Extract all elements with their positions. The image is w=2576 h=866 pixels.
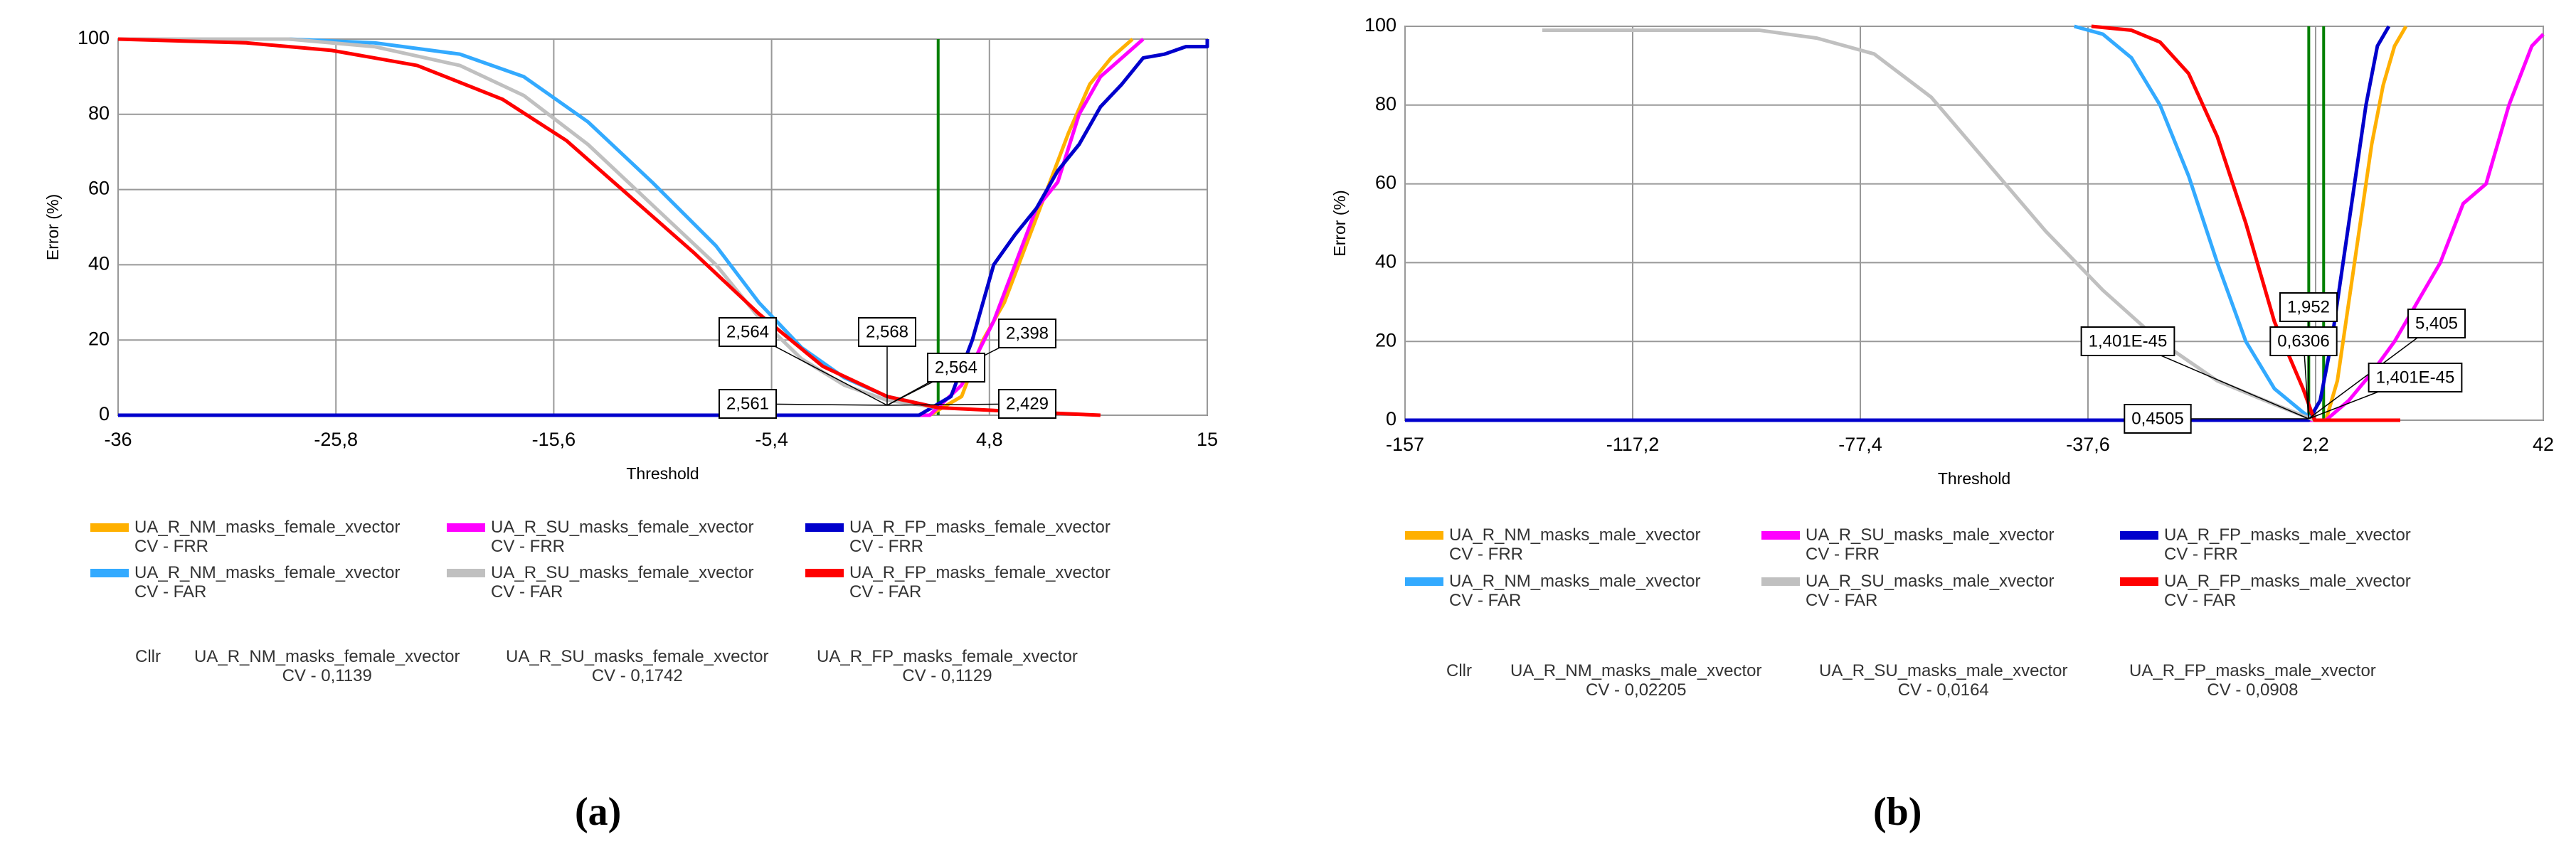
legend-label: UA_R_FP_masks_male_xvector CV - FRR: [2164, 525, 2411, 564]
y-tick-label: 60: [1375, 172, 1396, 193]
y-tick-label: 20: [1375, 329, 1396, 351]
annotation-label: 2,564: [726, 322, 769, 341]
x-tick-label: -157: [1386, 434, 1424, 455]
legend-swatch: [1761, 577, 1800, 586]
series-line: [1405, 25, 2408, 422]
annotation-label: 2,561: [726, 394, 769, 413]
legend-label: UA_R_NM_masks_female_xvector CV - FRR: [134, 518, 401, 556]
annotation-box: [997, 389, 1057, 419]
cllr-item: UA_R_FP_masks_male_xvector CV - 0,0908: [2129, 661, 2376, 700]
cllr-item: UA_R_NM_masks_female_xvector CV - 0,1139: [194, 647, 460, 685]
x-tick-label: -37,6: [2066, 434, 2110, 455]
y-tick-label: 0: [1386, 408, 1396, 429]
annotation-label: 2,564: [935, 358, 977, 377]
annotation-label: 2,568: [866, 322, 908, 341]
legend-swatch: [1761, 531, 1800, 540]
x-tick-label: -5,4: [755, 429, 788, 450]
legend-label: UA_R_SU_masks_male_xvector CV - FAR: [1806, 572, 2055, 610]
annotation-box: [857, 317, 917, 347]
y-axis-label: Error (%): [43, 194, 62, 260]
x-tick-label: 4,8: [976, 429, 1003, 450]
annotation-box: [718, 317, 778, 347]
y-tick-label: 80: [1375, 93, 1396, 114]
legend-swatch: [90, 523, 129, 532]
annotation-box: [2279, 292, 2338, 322]
panel-label: (b): [1873, 790, 1922, 834]
x-tick-label: -36: [104, 429, 132, 450]
series-line: [2074, 24, 2316, 422]
annotation-label: 1,401E-45: [2376, 368, 2455, 387]
series-line: [1405, 33, 2545, 422]
legend-swatch: [447, 523, 485, 532]
y-tick-label: 20: [88, 328, 110, 349]
y-tick-label: 100: [1364, 14, 1396, 36]
annotation-label: 1,401E-45: [2089, 331, 2168, 351]
cllr-item: UA_R_FP_masks_female_xvector CV - 0,1129: [817, 647, 1078, 685]
panel-label: (a): [575, 790, 622, 834]
legend-swatch: [90, 569, 129, 577]
cllr-item: UA_R_SU_masks_female_xvector CV - 0,1742: [506, 647, 769, 685]
y-tick-label: 40: [88, 253, 110, 274]
legend-label: UA_R_NM_masks_female_xvector CV - FAR: [134, 563, 401, 602]
legend-swatch: [2120, 531, 2158, 540]
series-line: [1542, 28, 2316, 422]
legend-label: UA_R_SU_masks_female_xvector CV - FAR: [491, 563, 754, 602]
cllr-item: UA_R_SU_masks_male_xvector CV - 0,0164: [1819, 661, 2068, 700]
plot-area: [1404, 26, 2544, 421]
legend-label: UA_R_FP_masks_female_xvector CV - FRR: [849, 518, 1111, 556]
x-tick-label: 42: [2533, 434, 2554, 455]
x-axis-label: Threshold: [626, 464, 699, 483]
annotation-box: [718, 389, 778, 419]
legend-label: UA_R_FP_masks_male_xvector CV - FAR: [2164, 572, 2411, 610]
y-tick-label: 80: [88, 102, 110, 124]
annotation-label: 0,6306: [2277, 331, 2329, 351]
annotation-label: 1,952: [2287, 297, 2330, 316]
legend-swatch: [2120, 577, 2158, 586]
cllr-label: Cllr: [135, 647, 161, 666]
x-tick-label: -117,2: [1606, 434, 1660, 455]
legend-label: UA_R_FP_masks_female_xvector CV - FAR: [849, 563, 1111, 602]
series-line: [118, 37, 939, 410]
x-tick-label: -77,4: [1838, 434, 1882, 455]
legend-swatch: [805, 523, 844, 532]
legend-label: UA_R_NM_masks_male_xvector CV - FAR: [1449, 572, 1701, 610]
x-tick-label: 2,2: [2302, 434, 2329, 455]
annotation-label: 0,4505: [2131, 409, 2183, 428]
legend-label: UA_R_NM_masks_male_xvector CV - FRR: [1449, 525, 1701, 564]
series-line: [118, 38, 1134, 417]
legend-label: UA_R_SU_masks_female_xvector CV - FRR: [491, 518, 754, 556]
x-axis-label: Threshold: [1938, 469, 2010, 488]
y-axis-label: Error (%): [1330, 190, 1349, 256]
legend-swatch: [447, 569, 485, 577]
legend-swatch: [805, 569, 844, 577]
y-tick-label: 0: [99, 403, 110, 424]
annotation-box: [926, 353, 986, 383]
legend-swatch: [1405, 531, 1443, 540]
annotation-label: 5,405: [2415, 314, 2458, 333]
x-tick-label: -15,6: [532, 429, 576, 450]
y-tick-label: 40: [1375, 251, 1396, 272]
cllr-label: Cllr: [1446, 661, 1472, 680]
cllr-item: UA_R_NM_masks_male_xvector CV - 0,02205: [1510, 661, 1762, 700]
annotation-label: 2,398: [1006, 324, 1049, 343]
x-tick-label: 15: [1197, 429, 1218, 450]
x-tick-label: -25,8: [314, 429, 358, 450]
legend-label: UA_R_SU_masks_male_xvector CV - FRR: [1806, 525, 2055, 564]
annotation-box: [2407, 309, 2466, 338]
annotation-box: [2080, 326, 2175, 356]
series-line: [117, 37, 1101, 417]
annotation-box: [2269, 326, 2338, 356]
annotation-box: [997, 319, 1057, 348]
y-tick-label: 100: [78, 27, 110, 48]
y-tick-label: 60: [88, 178, 110, 199]
legend-swatch: [1405, 577, 1443, 586]
annotation-box: [2368, 363, 2463, 392]
annotation-box: [2124, 404, 2192, 434]
annotation-label: 2,429: [1006, 394, 1049, 413]
